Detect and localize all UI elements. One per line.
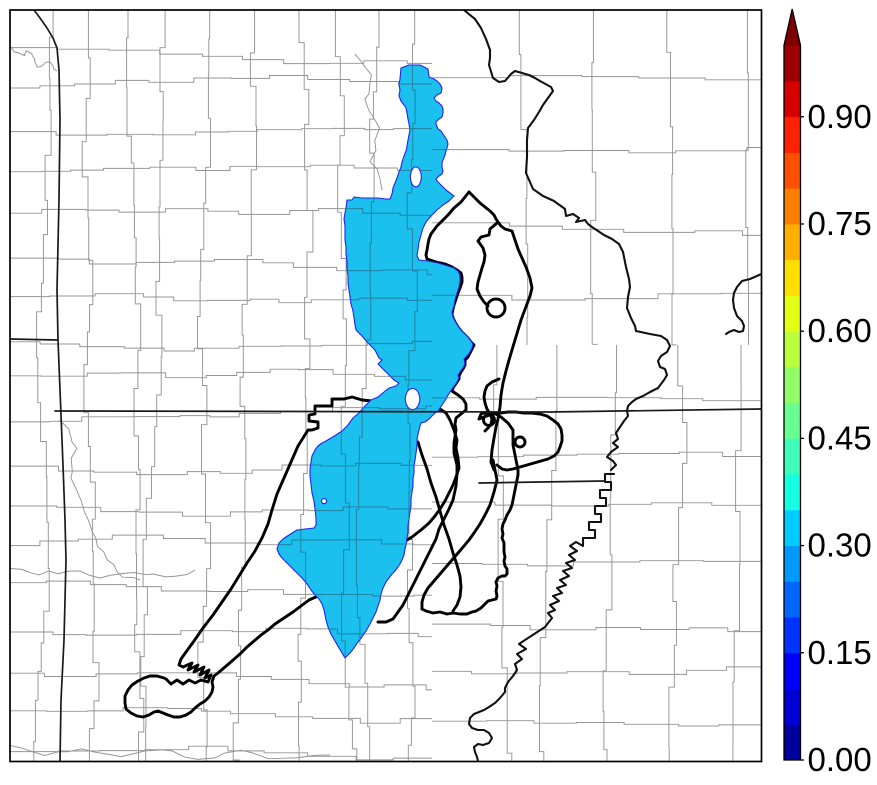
svg-text:0.90: 0.90 (808, 98, 872, 135)
svg-text:0.30: 0.30 (808, 527, 872, 564)
svg-text:0.15: 0.15 (808, 634, 872, 671)
svg-text:0.75: 0.75 (808, 205, 872, 242)
svg-text:0.45: 0.45 (808, 419, 872, 456)
svg-text:0.00: 0.00 (808, 741, 872, 778)
svg-text:0.60: 0.60 (808, 312, 872, 349)
